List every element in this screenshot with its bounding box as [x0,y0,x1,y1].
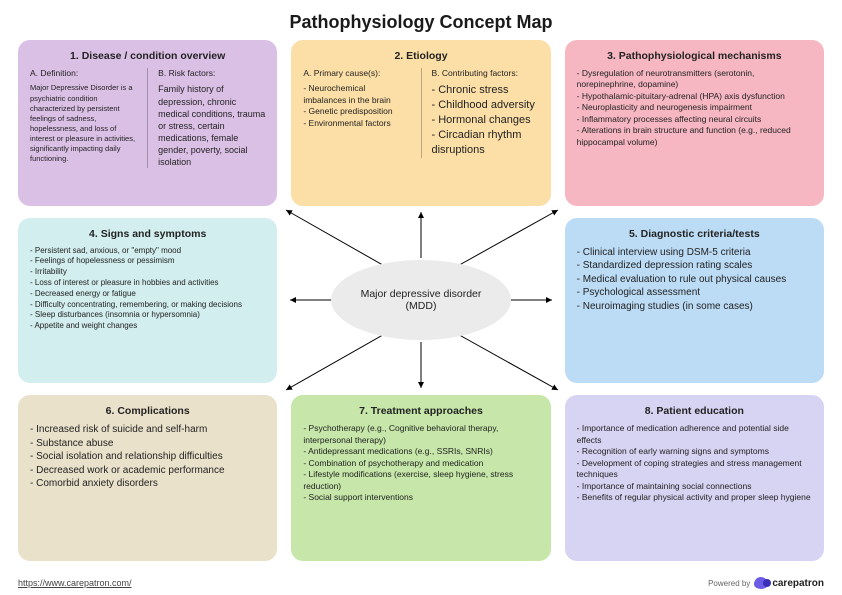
footer-url[interactable]: https://www.carepatron.com/ [18,578,132,588]
brand-name: carepatron [772,578,824,589]
card-signs: 4. Signs and symptoms Persistent sad, an… [18,218,277,384]
list-item: Neurochemical imbalances in the brain [303,83,410,106]
treatment-list: Psychotherapy (e.g., Cognitive behaviora… [303,423,538,503]
list-item: Neuroimaging studies (in some cases) [577,300,812,314]
card-title: 6. Complications [30,405,265,417]
signs-list: Persistent sad, anxious, or "empty" mood… [30,246,265,332]
list-item: Decreased work or academic performance [30,464,265,478]
contrib-list: Chronic stressChildhood adversityHormona… [432,83,539,157]
brand-logo-icon [754,577,768,589]
list-item: Development of coping strategies and str… [577,458,812,481]
subheading-definition: A. Definition: [30,68,137,79]
divider [421,68,422,158]
list-item: Childhood adversity [432,98,539,113]
card-treatment: 7. Treatment approaches Psychotherapy (e… [291,395,550,561]
list-item: Lifestyle modifications (exercise, sleep… [303,469,538,492]
list-item: Psychological assessment [577,286,812,300]
list-item: Neuroplasticity and neurogenesis impairm… [577,102,812,113]
card-title: 7. Treatment approaches [303,405,538,417]
card-title: 1. Disease / condition overview [30,50,265,62]
card-title: 3. Pathophysiological mechanisms [577,50,812,62]
list-item: Importance of medication adherence and p… [577,423,812,446]
complications-list: Increased risk of suicide and self-harmS… [30,423,265,491]
page-title: Pathophysiology Concept Map [0,0,842,39]
definition-text: Major Depressive Disorder is a psychiatr… [30,83,137,164]
card-mechanisms: 3. Pathophysiological mechanisms Dysregu… [565,40,824,206]
list-item: Sleep disturbances (insomnia or hypersom… [30,310,265,321]
card-complications: 6. Complications Increased risk of suici… [18,395,277,561]
list-item: Hypothalamic-pituitary-adrenal (HPA) axi… [577,91,812,102]
list-item: Genetic predisposition [303,106,410,117]
card-etiology: 2. Etiology A. Primary cause(s): Neuroch… [291,40,550,206]
card-diagnostic: 5. Diagnostic criteria/tests Clinical in… [565,218,824,384]
card-education: 8. Patient education Importance of medic… [565,395,824,561]
primary-list: Neurochemical imbalances in the brainGen… [303,83,410,129]
list-item: Substance abuse [30,437,265,451]
risk-text: Family history of depression, chronic me… [158,83,265,168]
powered-by: Powered by carepatron [708,577,824,589]
card-title: 4. Signs and symptoms [30,228,265,240]
divider [147,68,148,168]
list-item: Feelings of hopelessness or pessimism [30,256,265,267]
list-item: Hormonal changes [432,113,539,128]
card-title: 2. Etiology [303,50,538,62]
list-item: Decreased energy or fatigue [30,289,265,300]
list-item: Importance of maintaining social connect… [577,481,812,492]
powered-label: Powered by [708,579,750,588]
list-item: Social support interventions [303,492,538,503]
list-item: Benefits of regular physical activity an… [577,492,812,503]
list-item: Combination of psychotherapy and medicat… [303,458,538,469]
list-item: Comorbid anxiety disorders [30,477,265,491]
card-title: 8. Patient education [577,405,812,417]
list-item: Medical evaluation to rule out physical … [577,273,812,287]
center-cell: Major depressive disorder (MDD) [291,218,550,384]
list-item: Alterations in brain structure and funct… [577,125,812,148]
list-item: Standardized depression rating scales [577,259,812,273]
list-item: Difficulty concentrating, remembering, o… [30,300,265,311]
center-topic: Major depressive disorder (MDD) [331,260,511,340]
subheading-primary: A. Primary cause(s): [303,68,410,79]
list-item: Persistent sad, anxious, or "empty" mood [30,246,265,257]
mechanisms-list: Dysregulation of neurotransmitters (sero… [577,68,812,148]
list-item: Inflammatory processes affecting neural … [577,114,812,125]
diagnostic-list: Clinical interview using DSM-5 criteriaS… [577,246,812,314]
list-item: Increased risk of suicide and self-harm [30,423,265,437]
list-item: Recognition of early warning signs and s… [577,446,812,457]
education-list: Importance of medication adherence and p… [577,423,812,503]
list-item: Chronic stress [432,83,539,98]
subheading-contrib: B. Contributing factors: [432,68,539,79]
list-item: Circadian rhythm disruptions [432,128,539,158]
list-item: Loss of interest or pleasure in hobbies … [30,278,265,289]
concept-grid: 1. Disease / condition overview A. Defin… [18,40,824,561]
list-item: Environmental factors [303,118,410,129]
card-title: 5. Diagnostic criteria/tests [577,228,812,240]
list-item: Clinical interview using DSM-5 criteria [577,246,812,260]
subheading-risk: B. Risk factors: [158,68,265,79]
list-item: Social isolation and relationship diffic… [30,450,265,464]
card-disease-overview: 1. Disease / condition overview A. Defin… [18,40,277,206]
list-item: Irritability [30,267,265,278]
list-item: Appetite and weight changes [30,321,265,332]
list-item: Dysregulation of neurotransmitters (sero… [577,68,812,91]
list-item: Antidepressant medications (e.g., SSRIs,… [303,446,538,457]
footer: https://www.carepatron.com/ Powered by c… [18,577,824,589]
list-item: Psychotherapy (e.g., Cognitive behaviora… [303,423,538,446]
